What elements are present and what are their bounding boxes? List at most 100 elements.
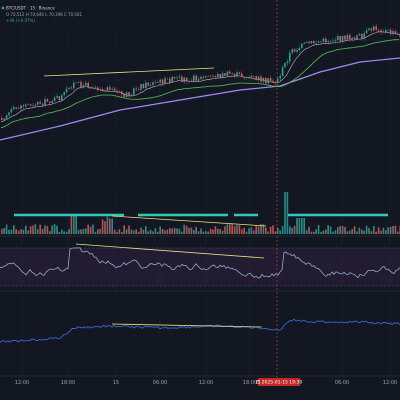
volume-bar — [104, 221, 106, 234]
candle-body — [73, 82, 75, 89]
candle-body — [75, 82, 77, 84]
candle-body — [346, 35, 349, 40]
volume-bar — [13, 225, 15, 234]
volume-bar — [145, 226, 147, 234]
volume-bar — [85, 228, 87, 234]
volume-bar — [279, 230, 281, 234]
volume-bar — [41, 228, 44, 234]
candle-body — [267, 78, 269, 84]
volume-bar — [305, 230, 308, 234]
candle-body — [277, 78, 279, 83]
volume-bar — [87, 224, 89, 234]
time-label: 12:00 — [199, 380, 213, 386]
candle-body — [147, 82, 149, 86]
candle-body — [344, 35, 346, 40]
rsi-line — [0, 247, 400, 279]
candle-body — [149, 84, 152, 86]
candle-body — [197, 79, 200, 81]
candle-body — [310, 40, 313, 44]
time-label: 12:00 — [383, 380, 397, 386]
obv-trendline[interactable] — [111, 323, 263, 328]
candle-body — [243, 76, 245, 78]
volume-bar — [260, 224, 262, 234]
volume-bar — [123, 225, 125, 234]
candle-body — [169, 78, 171, 83]
candle-body — [231, 73, 233, 75]
volume-bar — [17, 230, 20, 234]
volume-bar — [37, 229, 39, 234]
volume-bar — [253, 230, 255, 234]
candle-body — [29, 104, 32, 106]
candle-body — [111, 88, 113, 90]
legend[interactable]: BTC/USDT · 15 · Binance O 70,512 H 70,64… — [1, 6, 83, 24]
candle-body — [293, 49, 296, 52]
candle-body — [137, 89, 140, 90]
volume-bar — [49, 231, 51, 234]
volume-bar — [157, 231, 159, 234]
candle-body — [317, 41, 320, 43]
candle-body — [279, 76, 281, 79]
volume-bar — [229, 224, 231, 234]
volume-bar — [159, 226, 161, 234]
volume-bar — [377, 227, 380, 234]
volume-bar — [44, 225, 46, 234]
volume-bar — [349, 230, 351, 234]
legend-ohlc: O 70,512 H 70,640 L 70,398 C 70,561 — [6, 12, 83, 17]
volume-pane[interactable] — [1, 192, 400, 234]
volume-bar — [392, 226, 394, 234]
volume-bar — [56, 225, 58, 234]
volume-bar — [176, 228, 178, 234]
moving-average-slow — [0, 57, 400, 141]
volume-bar — [65, 231, 68, 234]
candle-body — [325, 38, 327, 43]
candle-body — [152, 82, 154, 85]
volume-bar — [200, 228, 202, 234]
volume-bar — [166, 229, 169, 234]
candle-body — [34, 104, 37, 106]
volume-bar — [70, 214, 73, 234]
candle-body — [365, 30, 368, 34]
candle-body — [253, 75, 255, 77]
candle-body — [236, 72, 238, 77]
candle-body — [377, 29, 380, 31]
volume-trendline[interactable] — [111, 215, 267, 227]
volume-bar — [39, 224, 41, 234]
obv-pane[interactable] — [0, 318, 400, 343]
time-axis[interactable]: 12:00 18:00 15 06:00 12:00 18:00 06:00 1… — [15, 378, 397, 386]
volume-bar — [241, 229, 243, 234]
volume-bar — [221, 230, 224, 234]
volume-bar — [346, 231, 349, 234]
candle-body — [142, 83, 145, 88]
volume-bar — [181, 231, 183, 234]
volume-bar — [209, 228, 212, 234]
volume-bar — [164, 230, 166, 234]
candle-body — [269, 78, 272, 81]
volume-bar — [397, 231, 399, 234]
candle-body — [320, 41, 322, 43]
volume-bar — [20, 229, 22, 234]
volume-bar — [329, 226, 332, 234]
crosshair-time-badge — [258, 378, 300, 386]
rsi-pane[interactable] — [0, 243, 400, 287]
candle-body — [339, 36, 341, 41]
candle-body — [109, 87, 111, 90]
volume-bar — [277, 227, 279, 234]
candle-body — [140, 83, 142, 90]
rsi-trendline[interactable] — [75, 243, 265, 259]
volume-bar — [58, 231, 61, 234]
candle-body — [241, 73, 243, 77]
candle-body — [351, 37, 353, 40]
volume-bar — [97, 229, 99, 234]
candle-body — [173, 76, 176, 79]
candle-body — [65, 88, 68, 93]
volume-bar — [296, 218, 298, 234]
volume-bar — [243, 227, 245, 234]
time-label: 18:00 — [61, 380, 75, 386]
time-label: 06:00 — [335, 380, 349, 386]
price-trendline[interactable] — [43, 67, 215, 77]
volume-bar — [116, 231, 118, 234]
candle-body — [101, 89, 104, 91]
price-pane[interactable] — [0, 24, 400, 141]
